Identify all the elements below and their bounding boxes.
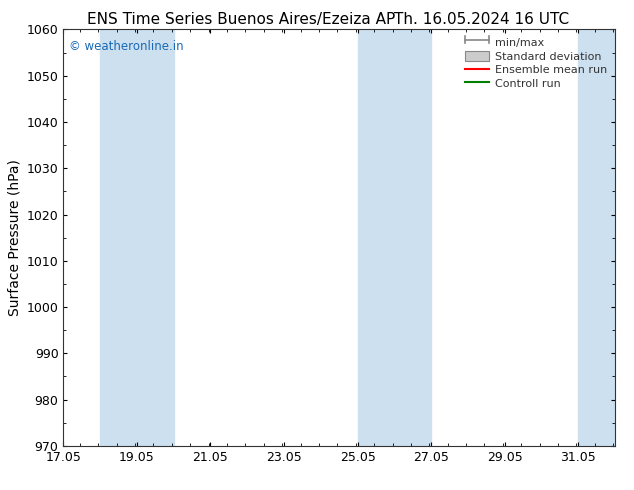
Legend: min/max, Standard deviation, Ensemble mean run, Controll run: min/max, Standard deviation, Ensemble me… [460, 33, 612, 93]
Bar [100, 29, 174, 446]
Bar [578, 29, 631, 446]
Text: © weatheronline.in: © weatheronline.in [69, 40, 183, 53]
Y-axis label: Surface Pressure (hPa): Surface Pressure (hPa) [7, 159, 21, 316]
Text: Th. 16.05.2024 16 UTC: Th. 16.05.2024 16 UTC [394, 12, 569, 27]
Bar [358, 29, 431, 446]
Text: ENS Time Series Buenos Aires/Ezeiza AP: ENS Time Series Buenos Aires/Ezeiza AP [87, 12, 395, 27]
